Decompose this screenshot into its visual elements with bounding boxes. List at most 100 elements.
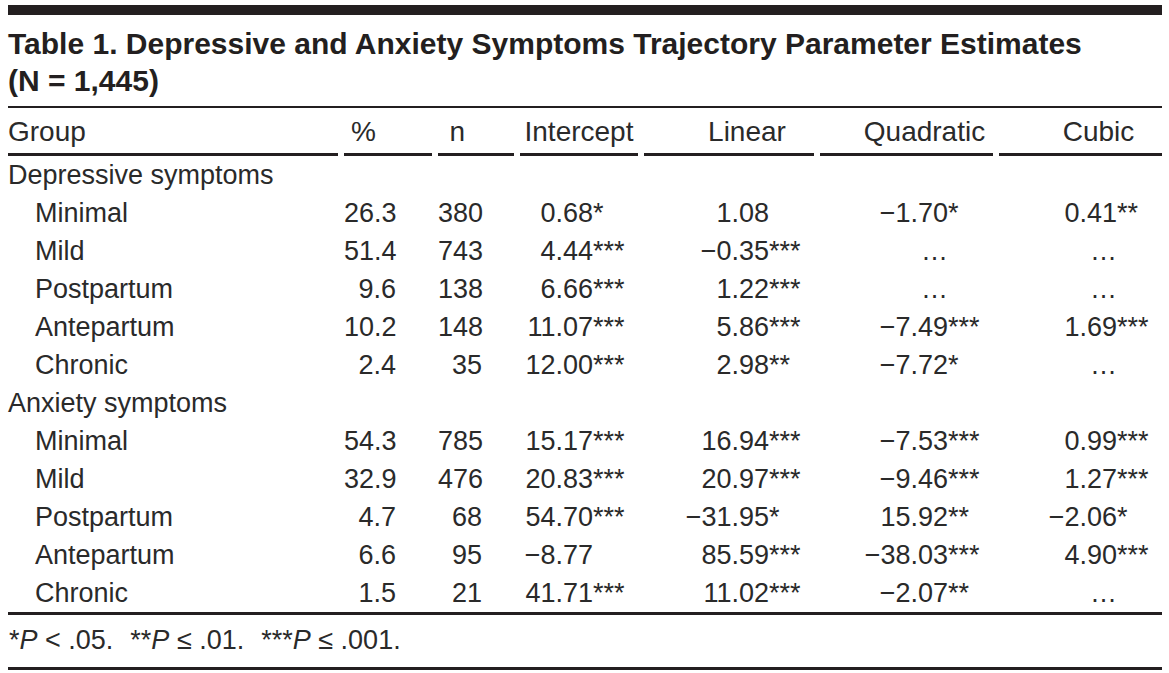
- parameter-estimates-table: Group % n Intercept Linear Quadratic Cub…: [2, 108, 1168, 612]
- linear-cell: 1.22***: [644, 270, 814, 308]
- cubic-cell: …: [999, 232, 1162, 270]
- section-row: Anxiety symptoms: [8, 384, 1162, 422]
- table-row: Antepartum6.695−8.77 85.59***−38.03***4.9…: [8, 536, 1162, 574]
- intercept-significance: ***: [593, 464, 638, 495]
- n-cell: 138: [438, 270, 514, 308]
- linear-cell: 85.59***: [644, 536, 814, 574]
- intercept-value: 11.07: [520, 312, 593, 343]
- table-row: Chronic2.43512.00***2.98**−7.72*…: [8, 346, 1162, 384]
- linear-cell: −0.35***: [644, 232, 814, 270]
- linear-value: −0.35: [644, 236, 769, 267]
- quadratic-cell: …: [820, 270, 993, 308]
- group-cell: Antepartum: [8, 308, 338, 346]
- quadratic-cell: −38.03***: [820, 536, 993, 574]
- n-cell: 785: [438, 422, 514, 460]
- linear-significance: ***: [769, 464, 814, 495]
- intercept-significance: ***: [593, 502, 638, 533]
- group-cell: Chronic: [8, 574, 338, 612]
- significance-stars: **: [130, 625, 151, 655]
- quadratic-cell: …: [820, 232, 993, 270]
- intercept-cell: 12.00***: [520, 346, 638, 384]
- linear-value: 1.22: [644, 274, 769, 305]
- linear-cell: 1.08: [644, 194, 814, 232]
- cubic-cell: 1.27***: [999, 460, 1162, 498]
- percent-cell: 32.9: [344, 460, 432, 498]
- intercept-value: 0.68: [520, 198, 593, 229]
- cubic-cell: 1.69***: [999, 308, 1162, 346]
- n-cell: 743: [438, 232, 514, 270]
- col-header-cubic: Cubic: [999, 108, 1162, 156]
- intercept-cell: 15.17***: [520, 422, 638, 460]
- quadratic-significance: ***: [948, 540, 993, 571]
- cubic-significance: **: [1117, 198, 1162, 229]
- cubic-cell: 4.90***: [999, 536, 1162, 574]
- group-cell: Postpartum: [8, 270, 338, 308]
- significance-note: ***P ≤ .001.: [261, 625, 400, 655]
- quadratic-significance: ***: [948, 312, 993, 343]
- cubic-cell: 0.99***: [999, 422, 1162, 460]
- quadratic-cell: −2.07**: [820, 574, 993, 612]
- n-cell: 95: [438, 536, 514, 574]
- intercept-significance: ***: [593, 578, 638, 609]
- linear-cell: 2.98**: [644, 346, 814, 384]
- linear-cell: 16.94***: [644, 422, 814, 460]
- col-header-group: Group: [8, 108, 338, 156]
- table-title: Table 1. Depressive and Anxiety Symptoms…: [8, 25, 1093, 99]
- intercept-significance: ***: [593, 236, 638, 267]
- quadratic-significance: *: [948, 350, 993, 381]
- quadratic-cell: −1.70*: [820, 194, 993, 232]
- linear-value: 20.97: [644, 464, 769, 495]
- linear-cell: 11.02***: [644, 574, 814, 612]
- significance-stars: *: [9, 625, 20, 655]
- significance-note: **P ≤ .01.: [130, 625, 244, 655]
- percent-cell: 51.4: [344, 232, 432, 270]
- quadratic-value: −2.07: [820, 578, 948, 609]
- col-header-quadratic: Quadratic: [820, 108, 993, 156]
- cubic-significance: ***: [1117, 426, 1162, 457]
- intercept-cell: 20.83***: [520, 460, 638, 498]
- percent-cell: 4.7: [344, 498, 432, 536]
- percent-cell: 54.3: [344, 422, 432, 460]
- col-header-linear: Linear: [644, 108, 814, 156]
- significance-note: *P < .05.: [9, 625, 113, 655]
- quadratic-value: −7.72: [820, 350, 948, 381]
- quadratic-significance: **: [948, 578, 993, 609]
- linear-significance: ***: [769, 236, 814, 267]
- linear-significance: ***: [769, 312, 814, 343]
- significance-threshold: ≤ .01.: [169, 625, 244, 655]
- linear-value: 5.86: [644, 312, 769, 343]
- percent-cell: 6.6: [344, 536, 432, 574]
- table-top-bar: [8, 5, 1162, 15]
- table-body: Depressive symptomsMinimal26.33800.68*1.…: [8, 156, 1162, 612]
- group-cell: Minimal: [8, 422, 338, 460]
- linear-cell: −31.95*: [644, 498, 814, 536]
- cubic-cell: …: [999, 346, 1162, 384]
- group-cell: Mild: [8, 460, 338, 498]
- intercept-value: −8.77: [520, 540, 593, 571]
- cubic-significance: ***: [1117, 540, 1162, 571]
- cubic-value: 1.69: [999, 312, 1117, 343]
- significance-threshold: ≤ .001.: [311, 625, 401, 655]
- group-cell: Postpartum: [8, 498, 338, 536]
- intercept-value: 20.83: [520, 464, 593, 495]
- quadratic-cell: −9.46***: [820, 460, 993, 498]
- group-cell: Minimal: [8, 194, 338, 232]
- intercept-cell: 41.71***: [520, 574, 638, 612]
- percent-cell: 2.4: [344, 346, 432, 384]
- quadratic-significance: *: [948, 198, 993, 229]
- header-row: Group % n Intercept Linear Quadratic Cub…: [8, 108, 1162, 156]
- intercept-significance: *: [593, 198, 638, 229]
- significance-footnote: *P < .05.**P ≤ .01.***P ≤ .001.: [8, 615, 1162, 667]
- intercept-value: 54.70: [520, 502, 593, 533]
- table-title-block: Table 1. Depressive and Anxiety Symptoms…: [8, 15, 1162, 108]
- linear-significance: *: [769, 502, 814, 533]
- intercept-significance: ***: [593, 312, 638, 343]
- journal-table-figure: Table 1. Depressive and Anxiety Symptoms…: [0, 5, 1169, 670]
- group-cell: Antepartum: [8, 536, 338, 574]
- cubic-cell: 0.41**: [999, 194, 1162, 232]
- p-symbol: P: [20, 625, 38, 655]
- table-row: Mild51.47434.44***−0.35***……: [8, 232, 1162, 270]
- significance-threshold: < .05.: [38, 625, 114, 655]
- table-header: Group % n Intercept Linear Quadratic Cub…: [8, 108, 1162, 156]
- quadratic-value: …: [820, 274, 948, 305]
